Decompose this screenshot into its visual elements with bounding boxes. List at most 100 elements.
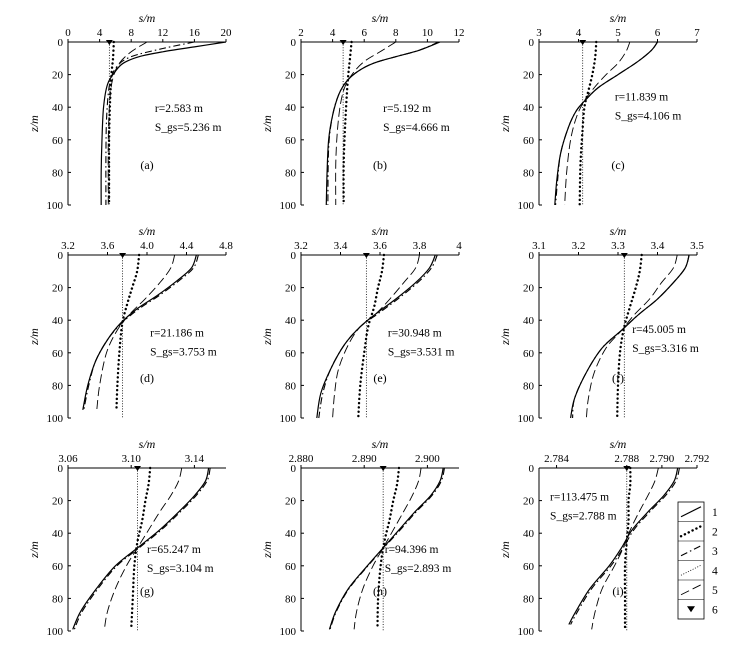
chart-panel: 3.06 3.10 3.14 0 20 40 60 80 100 s/m z/m r=65.247 m… — [27, 437, 226, 638]
chart-panel: 2 4 6 8 10 12 0 20 40 60 80 100 s/m z/m r=5.192 m S_gs=… — [260, 11, 465, 212]
x-tick-label: 4 — [330, 27, 336, 39]
series-2-line — [578, 40, 598, 207]
panel-label: (e) — [373, 371, 386, 385]
series-2-line — [130, 466, 152, 631]
r-annotation: r=45.005 m — [632, 324, 686, 336]
x-tick-label: 20 — [221, 27, 233, 39]
y-tick-label: 20 — [523, 70, 535, 82]
y-tick-label: 20 — [285, 70, 297, 82]
panel-label: (i) — [612, 584, 623, 598]
y-tick-label: 100 — [518, 200, 535, 212]
y-axis-label: z/m — [27, 328, 41, 346]
series-2-line — [115, 253, 141, 413]
legend-swatch-3 — [680, 545, 702, 557]
x-tick-label: 3.2 — [294, 240, 308, 252]
r-annotation: r=30.948 m — [388, 328, 442, 340]
y-tick-label: 40 — [52, 102, 64, 114]
y-tick-label: 60 — [285, 348, 297, 360]
series-5-line — [332, 254, 420, 419]
y-axis-label: z/m — [260, 541, 274, 559]
r-annotation: r=113.475 m — [550, 492, 609, 504]
y-tick-label: 100 — [518, 413, 535, 425]
x-tick-label: 3.4 — [651, 240, 665, 252]
x-tick-label: 3.8 — [413, 240, 427, 252]
series-3-line — [570, 467, 680, 625]
x-tick-label: 8 — [128, 27, 134, 39]
y-tick-label: 0 — [291, 250, 297, 262]
x-tick-label: 2.890 — [352, 453, 377, 465]
series-3-line — [83, 254, 199, 410]
y-tick-label: 20 — [523, 496, 535, 508]
sgs-triangle-marker — [119, 253, 127, 258]
sgs-triangle-marker — [134, 466, 142, 471]
series-2-line — [623, 466, 632, 631]
x-tick-label: 2 — [298, 27, 304, 39]
y-tick-label: 80 — [285, 167, 297, 179]
x-tick-label: 3.3 — [611, 240, 625, 252]
r-annotation: r=5.192 m — [383, 103, 431, 115]
legend-swatch-5 — [680, 584, 702, 596]
y-tick-label: 0 — [58, 37, 64, 49]
y-tick-label: 60 — [52, 348, 64, 360]
panel-label: (g) — [140, 584, 154, 598]
sgs-annotation: S_gs=4.666 m — [383, 122, 450, 134]
panel-label: (h) — [373, 584, 387, 598]
y-tick-label: 40 — [285, 102, 297, 114]
y-tick-label: 0 — [58, 250, 64, 262]
legend-label: 2 — [712, 526, 718, 538]
x-tick-label: 3.14 — [185, 453, 205, 465]
legend-label: 5 — [712, 585, 718, 597]
x-axis-label: s/m — [139, 437, 156, 451]
y-tick-label: 80 — [52, 593, 64, 605]
y-tick-label: 20 — [285, 496, 297, 508]
series-5-line — [591, 467, 659, 630]
legend-label: 3 — [712, 546, 718, 558]
y-axis-label: z/m — [27, 115, 41, 133]
x-tick-label: 2.788 — [614, 453, 639, 465]
y-tick-label: 80 — [523, 167, 535, 179]
series-2-line — [376, 466, 401, 631]
y-tick-label: 20 — [52, 283, 64, 295]
x-tick-label: 2.792 — [685, 453, 710, 465]
y-axis-label: z/m — [27, 541, 41, 559]
series-5-line — [585, 254, 678, 419]
chart-panel: 3.2 3.6 4.0 4.4 4.8 0 20 40 60 80 100 s/m z/m r=21.18… — [27, 224, 233, 425]
y-axis-label: z/m — [498, 541, 512, 559]
series-1-line — [72, 467, 210, 630]
y-tick-label: 60 — [285, 561, 297, 573]
x-tick-label: 6 — [361, 27, 367, 39]
x-tick-label: 12 — [454, 27, 465, 39]
series-3-line — [327, 41, 439, 206]
x-tick-label: 3.6 — [101, 240, 115, 252]
sgs-annotation: S_gs=3.104 m — [147, 563, 214, 575]
x-tick-label: 3.1 — [532, 240, 546, 252]
chart-panel: 3.1 3.2 3.3 3.4 3.5 0 20 40 60 80 100 s/m z/m r=45.00… — [498, 224, 704, 425]
legend-swatch-2 — [679, 525, 703, 538]
y-tick-label: 100 — [280, 626, 297, 638]
x-tick-label: 4 — [456, 240, 462, 252]
chart-panel: 2.784 2.788 2.790 2.792 0 20 40 60 80 100 s/m z/m r=… — [498, 437, 709, 638]
sgs-annotation: S_gs=3.316 m — [632, 343, 699, 355]
sgs-triangle-marker — [620, 253, 628, 258]
x-tick-label: 4 — [576, 27, 582, 39]
panel-label: (a) — [140, 158, 153, 172]
series-3-line — [329, 467, 445, 630]
y-tick-label: 60 — [285, 135, 297, 147]
panel-label: (f) — [612, 371, 624, 385]
legend-label: 6 — [712, 604, 718, 616]
y-tick-label: 40 — [523, 102, 535, 114]
y-tick-label: 80 — [52, 380, 64, 392]
y-tick-label: 20 — [52, 496, 64, 508]
y-tick-label: 0 — [291, 37, 297, 49]
x-tick-label: 3.2 — [61, 240, 75, 252]
y-tick-label: 0 — [529, 250, 535, 262]
y-axis-label: z/m — [498, 328, 512, 346]
sgs-annotation: S_gs=4.106 m — [615, 111, 682, 123]
y-tick-label: 80 — [285, 380, 297, 392]
y-tick-label: 40 — [52, 528, 64, 540]
x-tick-label: 2.790 — [650, 453, 675, 465]
x-tick-label: 4.0 — [140, 240, 154, 252]
chart-panel: 3 4 5 6 7 0 20 40 60 80 100 s/m z/m r=11.839 m S_gs=4.… — [498, 11, 700, 212]
sgs-triangle-marker — [339, 40, 347, 45]
